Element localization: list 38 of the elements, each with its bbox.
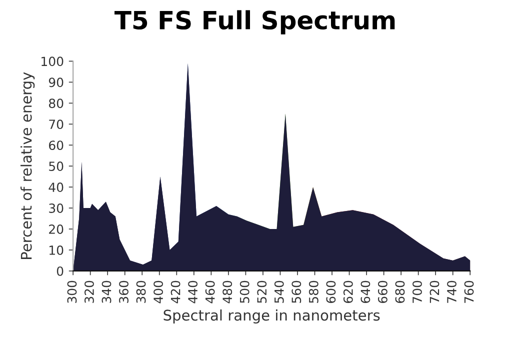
x-tick-label: 680: [395, 280, 405, 303]
x-tick-label: 620: [343, 280, 353, 303]
y-tick-label: 50: [49, 162, 64, 172]
y-tick-label: 40: [48, 182, 64, 192]
x-tick-label: 560: [292, 280, 302, 303]
y-tick-label: 30: [49, 204, 64, 213]
x-tick-label: 360: [119, 280, 128, 303]
x-tick-label: 320: [84, 280, 94, 303]
y-tick-label: 100: [42, 56, 64, 66]
y-tick-label: 90: [48, 78, 64, 88]
x-tick-label: 760: [464, 280, 474, 303]
x-tick-label: 460: [205, 280, 215, 304]
x-tick-label: 700: [412, 280, 422, 303]
y-tick-label: 70: [49, 120, 64, 130]
y-tick-label: 10: [50, 245, 64, 255]
x-tick-label: 500: [240, 280, 250, 303]
x-tick-label: 740: [447, 280, 456, 303]
chart-title: T5 FS Full Spectrum: [114, 10, 395, 34]
x-tick-label: 440: [188, 280, 198, 304]
y-tick-label: 60: [49, 140, 64, 150]
x-tick-label: 540: [274, 280, 284, 303]
x-tick-label: 640: [360, 280, 370, 303]
x-tick-label: 720: [430, 280, 440, 303]
y-axis-title: Percent of relative energy: [20, 72, 35, 259]
x-tick-label: 480: [222, 280, 232, 304]
x-tick-label: 580: [308, 280, 318, 303]
x-tick-label: 660: [378, 280, 388, 303]
x-tick-label: 420: [170, 280, 180, 304]
x-tick-label: 380: [136, 280, 146, 303]
x-tick-label: 520: [257, 280, 267, 303]
x-tick-label: 400: [154, 280, 164, 304]
y-tick-label: 80: [48, 98, 64, 108]
y-tick-label: 20: [49, 224, 64, 234]
x-tick-label: 300: [67, 280, 77, 303]
x-tick-label: 600: [326, 280, 336, 303]
x-tick-label: 340: [102, 280, 112, 303]
y-tick-label: 0: [56, 266, 64, 276]
x-axis-title: Spectral range in nanometers: [164, 309, 380, 324]
